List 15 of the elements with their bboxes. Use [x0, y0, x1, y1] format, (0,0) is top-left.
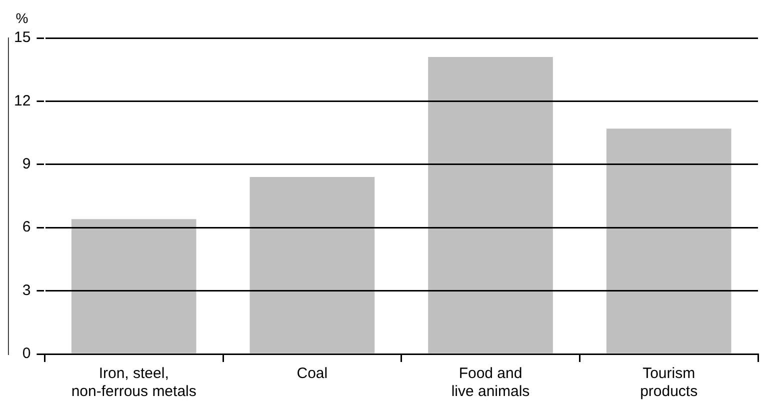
y-tick-label: 12 — [14, 92, 31, 110]
x-tick-label: Iron, steel, non-ferrous metals — [71, 365, 196, 400]
bar — [428, 56, 553, 354]
y-tick-label: 15 — [14, 29, 31, 46]
bar — [71, 219, 196, 354]
y-tick-label: 6 — [22, 218, 31, 236]
y-tick-label: 9 — [22, 156, 31, 173]
x-tick-label: Food and live animals — [451, 365, 530, 400]
y-tick-label: 0 — [22, 345, 31, 362]
bar — [606, 128, 732, 354]
x-tick-label: Tourism products — [640, 365, 698, 400]
y-axis-title: % — [16, 10, 28, 26]
x-tick-label: Coal — [296, 365, 328, 382]
bar — [250, 177, 375, 354]
y-tick-label: 3 — [22, 282, 31, 299]
